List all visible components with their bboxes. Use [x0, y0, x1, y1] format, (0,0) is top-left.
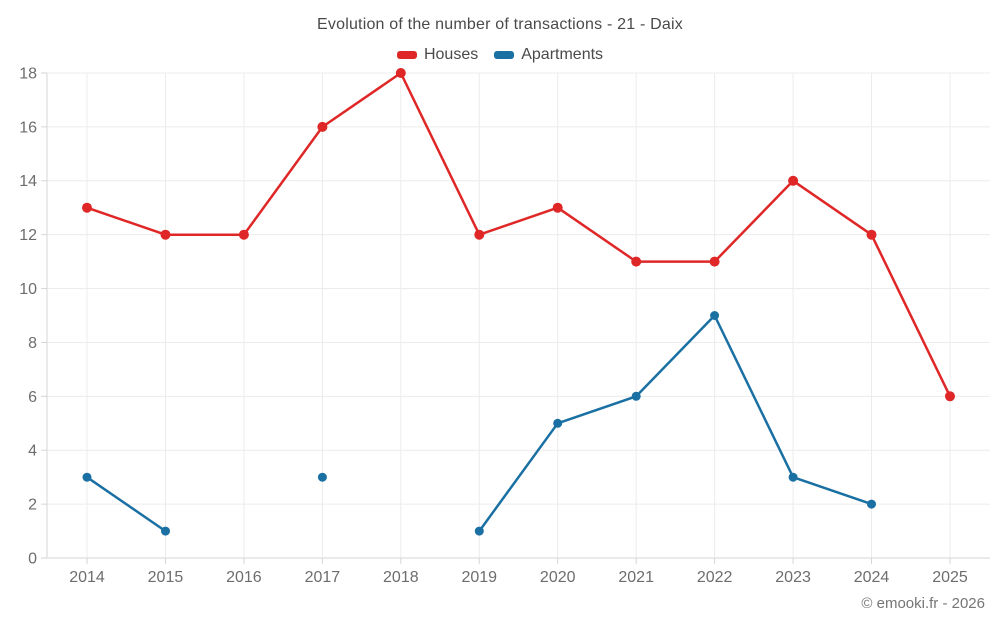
y-tick-label: 16	[19, 119, 37, 136]
data-point-apartments-2023[interactable]	[788, 472, 798, 482]
series-line-houses	[85, 71, 952, 398]
x-tick-label: 2016	[226, 569, 262, 586]
data-point-apartments-2015[interactable]	[161, 526, 170, 536]
data-point-houses-2018[interactable]	[395, 68, 406, 78]
y-tick-label: 18	[19, 65, 37, 82]
y-tick-label: 8	[28, 335, 37, 352]
x-tick-label: 2020	[540, 569, 576, 586]
chart-legend: Houses Apartments	[0, 46, 1000, 64]
data-point-houses-2015[interactable]	[160, 229, 171, 240]
x-tick-label: 2018	[383, 569, 419, 586]
data-point-houses-2023[interactable]	[788, 175, 799, 186]
legend-swatch-apartments	[494, 51, 515, 59]
legend-label: Apartments	[521, 46, 604, 63]
y-tick-label: 4	[28, 443, 37, 460]
data-point-houses-2019[interactable]	[474, 229, 485, 240]
data-point-houses-2014[interactable]	[82, 202, 92, 213]
data-point-apartments-2020[interactable]	[553, 418, 563, 428]
y-tick-label: 14	[19, 173, 37, 190]
y-tick-label: 2	[28, 497, 37, 514]
data-point-houses-2024[interactable]	[866, 229, 877, 240]
data-point-apartments-2021[interactable]	[631, 391, 641, 401]
legend-label: Houses	[423, 46, 479, 63]
data-point-houses-2016[interactable]	[238, 229, 249, 240]
y-tick-label: 12	[19, 227, 37, 244]
data-point-apartments-2024[interactable]	[867, 499, 876, 509]
series-line-apartments	[478, 314, 873, 533]
x-tick-label: 2025	[932, 569, 968, 586]
y-tick-label: 6	[28, 389, 37, 406]
data-point-houses-2020[interactable]	[552, 202, 563, 213]
x-tick-label: 2017	[305, 569, 341, 586]
data-point-houses-2025[interactable]	[945, 391, 955, 402]
y-tick-label: 10	[19, 281, 37, 298]
x-tick-label: 2014	[69, 569, 105, 586]
data-point-apartments-2019[interactable]	[474, 526, 484, 536]
data-point-houses-2021[interactable]	[631, 256, 642, 267]
x-tick-label: 2019	[461, 569, 497, 586]
legend-item-houses[interactable]: Houses	[396, 46, 479, 64]
data-point-houses-2022[interactable]	[709, 256, 720, 267]
legend-item-apartments[interactable]: Apartments	[494, 46, 603, 64]
data-point-apartments-2017[interactable]	[317, 472, 327, 482]
data-point-apartments-2014[interactable]	[82, 472, 92, 482]
x-tick-label: 2023	[775, 569, 811, 586]
data-point-apartments-2022[interactable]	[710, 311, 720, 320]
x-tick-label: 2022	[697, 569, 733, 586]
legend-swatch-houses	[396, 51, 417, 59]
x-tick-label: 2021	[618, 569, 654, 586]
copyright-text: © emooki.fr - 2026	[861, 595, 985, 612]
data-point-houses-2017[interactable]	[317, 121, 328, 132]
x-tick-label: 2015	[148, 569, 184, 586]
series-line-apartments	[85, 475, 167, 533]
x-tick-label: 2024	[854, 569, 890, 586]
y-tick-label: 0	[28, 550, 37, 567]
chart-title: Evolution of the number of transactions …	[317, 16, 683, 33]
